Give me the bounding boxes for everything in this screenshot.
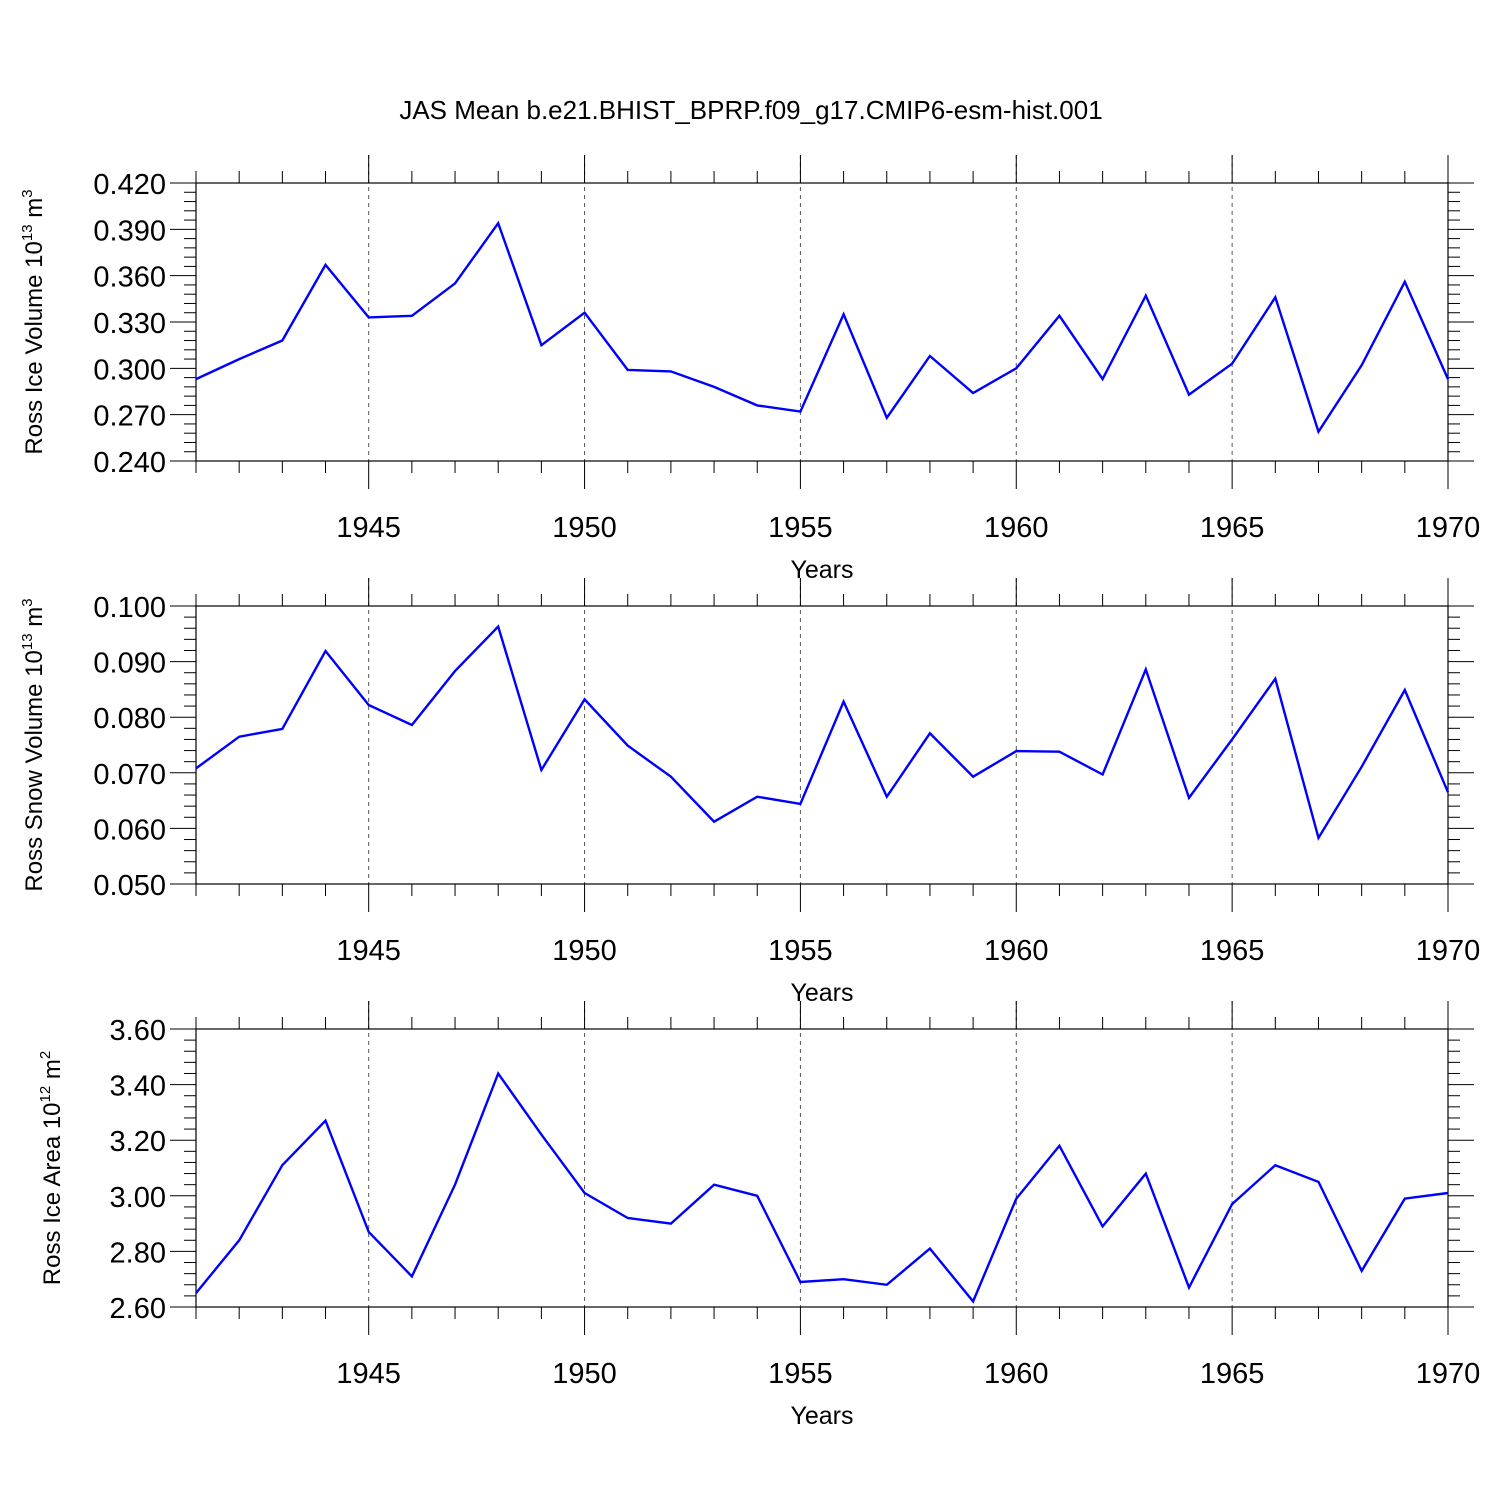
ylabel-ice-area-exp1: 12 — [37, 1086, 54, 1103]
ytick-label-ice-volume: 0.300 — [93, 354, 166, 386]
plot-frame-ice-area — [195, 1028, 1449, 1308]
ylabel-snow-volume-prefix: Ross Snow Volume 10 — [21, 650, 48, 891]
ylabel-snow-volume-exp1: 13 — [19, 633, 36, 650]
xtick-label-snow-volume: 1970 — [1416, 935, 1481, 967]
xtick-label-ice-volume: 1955 — [768, 512, 833, 544]
xtick-label-ice-volume: 1960 — [984, 512, 1049, 544]
xtick-label-ice-area: 1970 — [1416, 1358, 1481, 1390]
ytick-label-snow-volume: 0.080 — [93, 703, 166, 735]
panel-snow-volume: Ross Snow Volume 1013 m3 Years 1945 1950 1… — [19, 578, 1480, 1007]
ylabel-ice-area-exp2: 2 — [37, 1051, 54, 1059]
plot-frame-ice-volume — [195, 182, 1449, 462]
ytick-label-ice-volume: 0.270 — [93, 401, 166, 433]
plot-frame-snow-volume — [195, 605, 1449, 885]
ytick-label-ice-volume: 0.420 — [93, 169, 166, 201]
ytick-label-ice-area: 2.80 — [110, 1237, 166, 1269]
ylabel-snow-volume-exp2: 3 — [19, 598, 36, 606]
series-line-snow-volume — [195, 624, 1450, 841]
ytick-label-ice-volume: 0.330 — [93, 308, 166, 340]
xlabel-ice-area: Years — [790, 1402, 853, 1430]
xtick-label-ice-volume: 1945 — [336, 512, 401, 544]
ytick-label-snow-volume: 0.100 — [93, 592, 166, 624]
ytick-label-ice-area: 3.20 — [110, 1126, 166, 1158]
panel-ice-area: Ross Ice Area 1012 m2 Years 1945 1950 1955… — [37, 1001, 1480, 1430]
xtick-label-ice-area: 1965 — [1200, 1358, 1265, 1390]
ytick-label-ice-area: 3.60 — [110, 1015, 166, 1047]
ylabel-ice-area-mid: m — [39, 1059, 66, 1086]
ytick-label-snow-volume: 0.070 — [93, 759, 166, 791]
ylabel-ice-volume: Ross Ice Volume 1013 m3 — [19, 189, 48, 454]
xtick-label-ice-area: 1945 — [336, 1358, 401, 1390]
ytick-label-ice-area: 3.40 — [110, 1071, 166, 1103]
series-line-ice-area — [195, 1070, 1449, 1304]
ylabel-ice-volume-exp2: 3 — [19, 189, 36, 197]
ytick-label-ice-volume: 0.390 — [93, 215, 166, 247]
xtick-label-snow-volume: 1945 — [336, 935, 401, 967]
xlabel-snow-volume: Years — [790, 979, 853, 1007]
ytick-label-snow-volume: 0.060 — [93, 814, 166, 846]
ytick-label-ice-volume: 0.240 — [93, 447, 166, 479]
panel-ice-volume: Ross Ice Volume 1013 m3 Years 1945 1950 19… — [19, 155, 1480, 584]
ylabel-ice-volume-mid: m — [21, 198, 48, 225]
ylabel-ice-area: Ross Ice Area 1012 m2 — [37, 1051, 66, 1285]
xtick-label-snow-volume: 1965 — [1200, 935, 1265, 967]
ytick-label-snow-volume: 0.090 — [93, 648, 166, 680]
xtick-label-ice-volume: 1950 — [552, 512, 617, 544]
ylabel-ice-volume-prefix: Ross Ice Volume 10 — [21, 241, 48, 454]
xtick-label-snow-volume: 1960 — [984, 935, 1049, 967]
series-line-ice-volume — [195, 220, 1450, 435]
ytick-label-ice-volume: 0.360 — [93, 262, 166, 294]
ytick-label-snow-volume: 0.050 — [93, 870, 166, 902]
xtick-label-ice-volume: 1965 — [1200, 512, 1265, 544]
xtick-label-ice-volume: 1970 — [1416, 512, 1481, 544]
ytick-label-ice-area: 2.60 — [110, 1293, 166, 1325]
xtick-label-snow-volume: 1955 — [768, 935, 833, 967]
figure-title: JAS Mean b.e21.BHIST_BPRP.f09_g17.CMIP6-… — [399, 95, 1102, 125]
xtick-label-ice-area: 1960 — [984, 1358, 1049, 1390]
ylabel-ice-area-prefix: Ross Ice Area 10 — [39, 1102, 66, 1285]
xtick-label-ice-area: 1950 — [552, 1358, 617, 1390]
ytick-label-ice-area: 3.00 — [110, 1182, 166, 1214]
ylabel-snow-volume-mid: m — [21, 607, 48, 634]
ylabel-snow-volume: Ross Snow Volume 1013 m3 — [19, 598, 48, 891]
xtick-label-snow-volume: 1950 — [552, 935, 617, 967]
ylabel-ice-volume-exp1: 13 — [19, 224, 36, 241]
xtick-label-ice-area: 1955 — [768, 1358, 833, 1390]
xlabel-ice-volume: Years — [790, 556, 853, 584]
